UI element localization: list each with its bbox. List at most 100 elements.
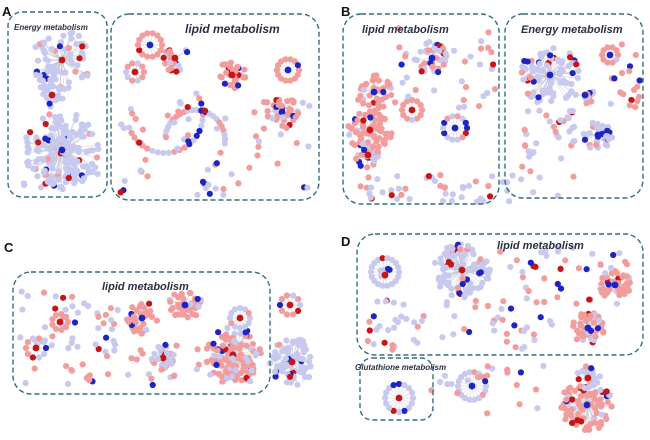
network-node — [448, 261, 455, 268]
network-node — [241, 74, 248, 81]
network-node — [357, 183, 364, 190]
network-node — [185, 138, 192, 145]
network-node — [48, 45, 55, 53]
network-node — [221, 80, 228, 87]
network-node — [613, 47, 620, 54]
network-node — [462, 130, 469, 137]
network-node — [507, 263, 514, 270]
panel-a-letter: A — [2, 4, 12, 19]
network-node — [272, 349, 279, 356]
network-node — [144, 30, 151, 37]
network-node — [74, 62, 81, 69]
network-node — [513, 257, 520, 264]
network-node — [449, 113, 456, 120]
network-node — [223, 375, 230, 382]
network-node — [20, 180, 27, 187]
network-node — [519, 268, 526, 276]
network-node — [35, 148, 42, 155]
network-node — [95, 313, 102, 320]
network-node — [157, 47, 164, 54]
network-node — [66, 133, 73, 140]
network-node — [555, 134, 562, 141]
network-node — [358, 151, 365, 158]
network-node — [518, 176, 525, 183]
network-node — [374, 148, 381, 155]
network-node — [114, 306, 121, 314]
network-node — [616, 287, 623, 294]
network-node — [41, 350, 48, 357]
network-node — [73, 40, 80, 48]
network-node — [228, 71, 236, 79]
network-node — [520, 76, 527, 83]
network-node — [388, 192, 395, 199]
network-node — [198, 100, 205, 107]
network-node — [290, 292, 297, 299]
network-node — [583, 100, 590, 107]
network-node — [285, 345, 293, 352]
network-node — [370, 143, 377, 150]
network-node — [362, 111, 369, 118]
network-node — [251, 109, 258, 116]
network-node — [511, 322, 518, 329]
network-node — [449, 136, 456, 143]
network-node — [400, 111, 407, 119]
network-node — [284, 98, 291, 105]
network-node — [124, 316, 131, 324]
network-node — [569, 244, 576, 251]
network-node — [526, 153, 533, 160]
network-node — [281, 345, 288, 352]
network-node — [431, 178, 439, 185]
network-node — [39, 115, 47, 122]
network-node — [570, 138, 577, 145]
network-node — [58, 326, 65, 333]
network-node — [49, 138, 57, 145]
network-node — [278, 108, 286, 116]
network-node — [588, 98, 595, 105]
network-node — [550, 93, 557, 100]
network-node — [395, 268, 403, 276]
network-node — [443, 264, 450, 271]
network-node — [369, 77, 376, 84]
network-node — [527, 168, 534, 175]
network-node — [597, 400, 604, 407]
network-node — [437, 255, 444, 262]
network-node — [89, 160, 96, 167]
network-node — [396, 44, 403, 51]
network-node — [381, 339, 388, 346]
network-node — [589, 250, 596, 257]
network-node — [40, 157, 47, 164]
network-node — [94, 170, 101, 178]
network-node — [275, 71, 282, 78]
network-node — [426, 38, 433, 45]
network-node — [387, 134, 394, 141]
network-node — [244, 358, 251, 365]
network-node — [58, 56, 66, 64]
network-node — [603, 388, 610, 395]
network-node — [584, 324, 592, 332]
network-node — [451, 265, 459, 272]
network-node — [441, 184, 448, 191]
network-node — [185, 116, 192, 123]
network-node — [132, 115, 139, 122]
network-node — [194, 295, 201, 303]
network-node — [365, 174, 372, 181]
network-node — [69, 128, 76, 136]
network-edge — [61, 59, 88, 75]
network-node — [541, 298, 548, 306]
network-node — [214, 347, 221, 354]
network-node — [394, 173, 401, 180]
network-node — [52, 305, 59, 312]
network-node — [24, 159, 31, 166]
network-node — [594, 325, 602, 332]
network-node — [533, 299, 540, 306]
network-node — [418, 68, 425, 75]
network-node — [143, 326, 150, 334]
network-node — [572, 91, 579, 98]
network-node — [79, 361, 86, 368]
network-node — [94, 141, 101, 149]
network-node — [581, 136, 589, 143]
network-node — [398, 313, 405, 320]
network-node — [459, 185, 467, 192]
network-node — [484, 363, 491, 370]
network-node — [405, 404, 412, 411]
